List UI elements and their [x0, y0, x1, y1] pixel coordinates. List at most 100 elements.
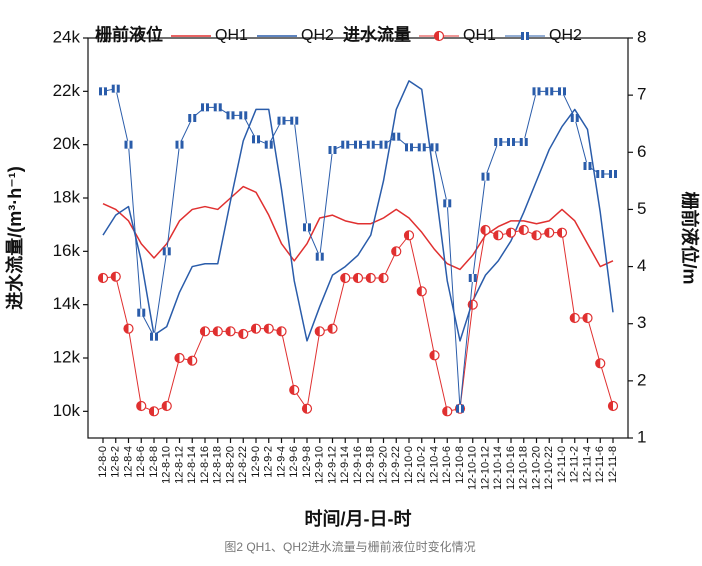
marker-stripe	[255, 135, 257, 144]
flow-marker	[328, 146, 337, 154]
marker-stripe	[102, 87, 104, 96]
x-tick-label: 12-9-6	[288, 446, 300, 478]
marker-half	[608, 401, 613, 411]
marker-half	[289, 385, 295, 395]
flow-marker	[519, 138, 528, 146]
marker-stripe	[306, 223, 308, 232]
marker-stripe	[280, 116, 283, 125]
legend-label: QH2	[301, 27, 334, 44]
marker-stripe	[484, 172, 487, 181]
marker-half	[124, 324, 129, 334]
x-tick-label: 12-9-12	[326, 446, 338, 484]
x-tick-label: 12-8-16	[199, 446, 211, 484]
flow-marker	[111, 84, 120, 93]
marker-half	[544, 228, 550, 238]
legend-label: QH2	[549, 27, 582, 44]
x-tick-label: 12-8-10	[161, 446, 173, 484]
marker-stripe	[242, 111, 245, 120]
marker-stripe	[446, 199, 449, 208]
flow-marker	[188, 114, 197, 122]
flow-marker	[405, 143, 413, 152]
x-tick-label: 12-8-22	[237, 446, 249, 484]
marker-stripe	[382, 140, 385, 149]
flow-marker	[252, 135, 260, 144]
marker-stripe	[293, 116, 296, 125]
flow-marker	[521, 32, 529, 40]
flow-marker	[442, 406, 453, 417]
y-tick-label: 22k	[53, 81, 81, 100]
flow-marker	[379, 140, 388, 149]
y2-tick-label: 5	[637, 199, 646, 218]
flow-marker	[583, 162, 592, 170]
x-tick-label: 12-10-4	[428, 446, 440, 484]
marker-half	[366, 273, 371, 283]
flow-marker	[417, 143, 426, 152]
flow-marker	[456, 404, 464, 413]
marker-half	[391, 246, 397, 256]
flow-marker	[314, 326, 325, 337]
x-tick-label: 12-8-0	[97, 446, 109, 478]
x-tick-label: 12-10-0	[403, 446, 415, 484]
marker-half	[442, 406, 448, 416]
flow-marker	[352, 272, 364, 284]
flow-marker	[609, 170, 617, 178]
flow-marker	[532, 87, 541, 96]
marker-stripe	[497, 138, 500, 146]
x-tick-label: 12-8-14	[186, 446, 198, 484]
marker-half	[353, 273, 358, 283]
flow-marker	[277, 116, 286, 125]
x-tick-label: 12-9-22	[390, 446, 402, 484]
x-tick-label: 12-10-22	[543, 446, 555, 490]
flow-marker	[481, 172, 490, 181]
marker-stripe	[165, 247, 168, 256]
marker-stripe	[140, 308, 143, 317]
flow-marker	[175, 140, 184, 149]
marker-half	[251, 324, 256, 334]
marker-stripe	[420, 143, 423, 152]
flow-marker	[303, 223, 311, 232]
flow-marker	[161, 400, 172, 412]
marker-half	[481, 225, 486, 235]
x-tick-label: 12-10-20	[530, 446, 542, 490]
legend-group: 进水流量	[343, 24, 411, 44]
flow-marker	[403, 230, 415, 241]
level-line	[102, 185, 614, 271]
plot-frame	[87, 37, 629, 439]
flow-marker	[290, 116, 299, 125]
flow-marker	[518, 224, 529, 236]
marker-stripe	[344, 140, 347, 149]
marker-half	[434, 31, 439, 41]
marker-stripe	[408, 143, 410, 152]
marker-stripe	[510, 138, 512, 146]
marker-stripe	[318, 252, 321, 261]
flow-marker	[263, 323, 274, 334]
marker-stripe	[548, 87, 551, 96]
marker-half	[277, 326, 282, 336]
flow-marker	[480, 224, 491, 236]
marker-half	[519, 225, 524, 235]
x-tick-label: 12-8-20	[224, 446, 236, 484]
flow-marker	[201, 103, 209, 112]
flow-marker	[238, 328, 249, 340]
marker-stripe	[178, 140, 181, 149]
marker-stripe	[216, 103, 219, 112]
marker-half	[583, 313, 588, 323]
marker-half	[302, 404, 307, 414]
x-tick-label: 12-10-10	[467, 446, 479, 490]
flow-marker	[391, 246, 402, 257]
legend-group: 栅前液位	[95, 24, 163, 44]
y2-tick-label: 2	[637, 370, 646, 389]
y-tick-label: 10k	[53, 401, 81, 420]
marker-half	[315, 326, 320, 336]
marker-stripe	[524, 32, 526, 40]
flow-marker	[136, 400, 147, 412]
marker-half	[149, 406, 154, 416]
marker-stripe	[599, 170, 602, 178]
x-tick-label: 12-9-18	[365, 446, 377, 484]
flow-marker	[570, 114, 579, 122]
flow-marker	[582, 312, 593, 324]
x-tick-label: 12-8-8	[148, 446, 160, 478]
x-tick-label: 12-10-18	[518, 446, 530, 490]
flow-marker	[341, 140, 350, 149]
marker-half	[238, 329, 244, 339]
